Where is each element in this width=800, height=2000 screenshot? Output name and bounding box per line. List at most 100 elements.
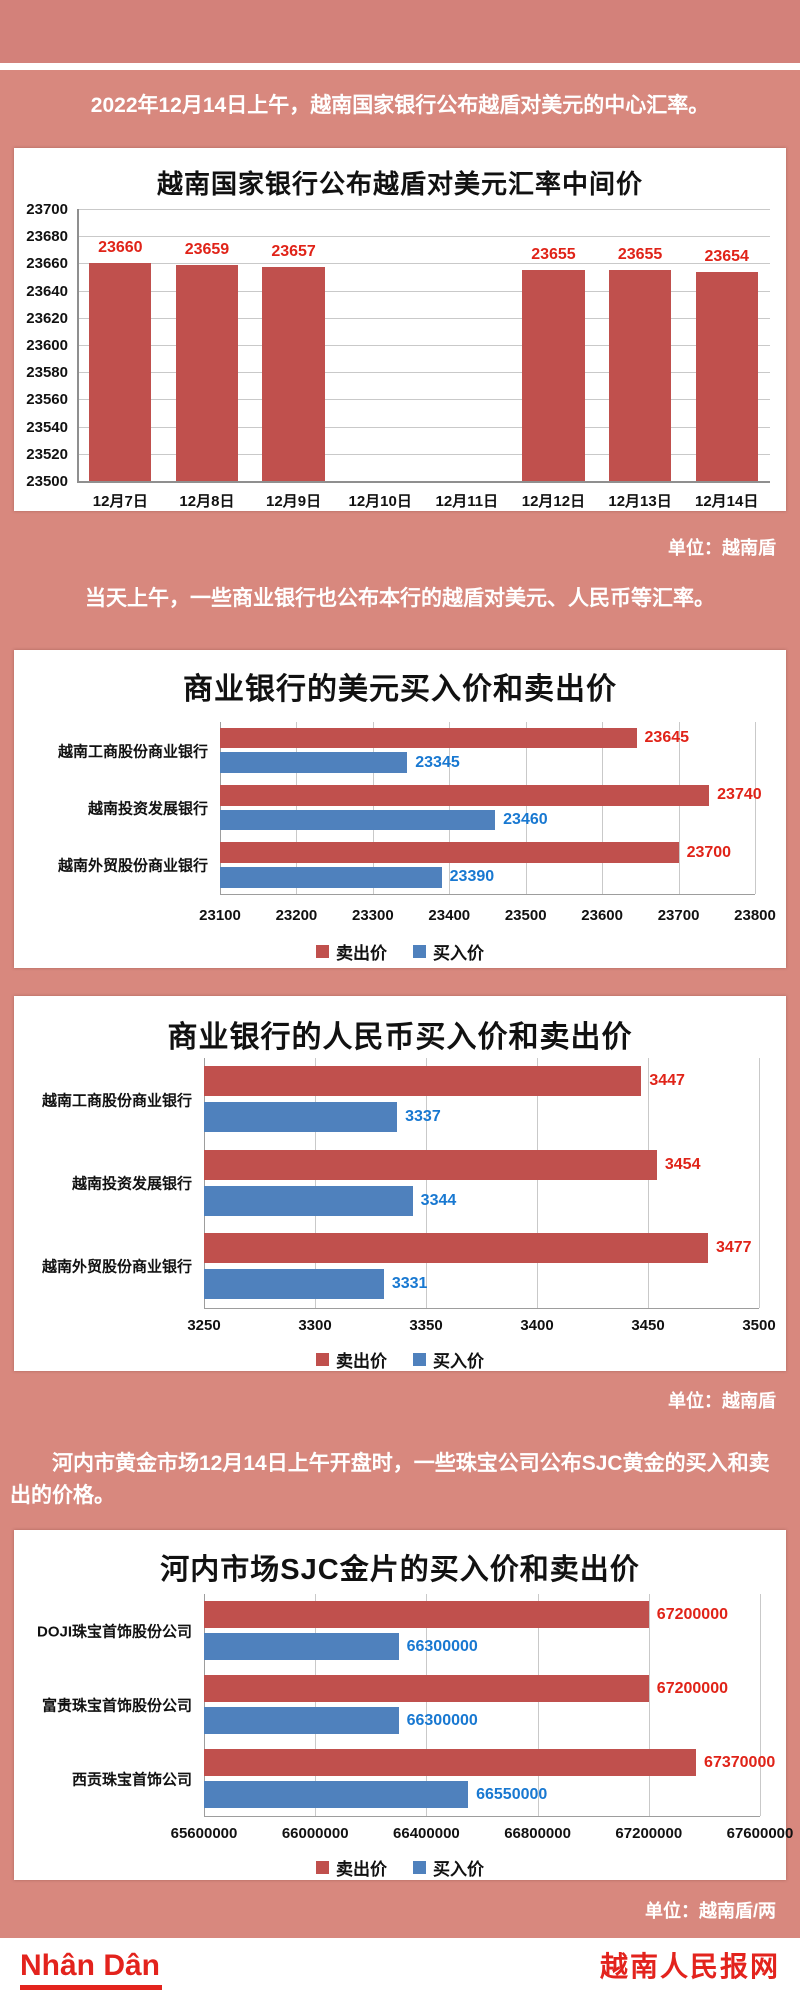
legend-swatch bbox=[316, 1353, 329, 1366]
gridline bbox=[204, 1594, 205, 1816]
category-label: 越南投资发展银行 bbox=[87, 800, 208, 818]
gridline bbox=[648, 1594, 650, 1816]
x-axis-line bbox=[220, 894, 755, 895]
category-label: DOJI珠宝首饰股份公司 bbox=[36, 1623, 192, 1641]
chart-panel-cny-rates: 商业银行的人民币买入价和卖出价 3250 3300 3350 3400 3450 3500… bbox=[14, 996, 786, 1371]
gridline bbox=[77, 263, 770, 265]
chart-title: 商业银行的人民币买入价和卖出价 bbox=[167, 1021, 633, 1054]
gridline bbox=[77, 209, 770, 210]
gridline bbox=[755, 722, 756, 894]
bar-value-label: 3447 bbox=[649, 1072, 685, 1090]
bar bbox=[522, 270, 585, 481]
bar bbox=[204, 1185, 413, 1216]
x-axis-tick-label: 23700 bbox=[657, 907, 700, 924]
x-axis-tick-label: 66000000 bbox=[281, 1825, 349, 1842]
gridline bbox=[77, 453, 770, 455]
y-axis-tick-label: 23640 bbox=[26, 282, 68, 300]
bar-value-label: 23659 bbox=[184, 240, 230, 258]
bar bbox=[220, 809, 496, 831]
bar bbox=[608, 270, 672, 481]
bar-value-label: 3337 bbox=[405, 1108, 441, 1126]
bar-value-label: 23740 bbox=[717, 786, 762, 804]
x-axis-tick-label: 3350 bbox=[409, 1317, 443, 1334]
bar bbox=[204, 1749, 697, 1777]
legend-item: 卖出价 bbox=[316, 1855, 387, 1880]
category-label: 越南工商股份商业银行 bbox=[41, 1092, 192, 1110]
legend-item: 卖出价 bbox=[316, 939, 387, 964]
x-axis-tick-label: 65600000 bbox=[170, 1825, 238, 1842]
x-axis-line bbox=[77, 481, 770, 483]
bar-value-label: 66300000 bbox=[406, 1637, 478, 1655]
x-axis-tick-label: 66800000 bbox=[504, 1825, 571, 1842]
gridline bbox=[220, 722, 221, 894]
x-axis-tick-label: 23300 bbox=[351, 907, 394, 924]
y-axis-tick-label: 23560 bbox=[26, 391, 68, 409]
category-label: 越南工商股份商业银行 bbox=[57, 743, 208, 761]
x-axis-tick-label: 66400000 bbox=[393, 1825, 460, 1842]
unit-label: 单位：越南盾/两 bbox=[644, 1901, 776, 1921]
y-axis-tick-label: 23700 bbox=[26, 201, 68, 218]
bar bbox=[175, 264, 239, 481]
legend: 卖出价 买入价 bbox=[14, 1855, 786, 1880]
bar bbox=[204, 1268, 384, 1299]
unit-label: 单位：越南盾 bbox=[668, 1391, 776, 1411]
bar bbox=[204, 1707, 399, 1734]
gridline bbox=[204, 1058, 205, 1308]
bar-value-label: 23700 bbox=[686, 843, 732, 861]
bar bbox=[204, 1601, 649, 1629]
legend-swatch bbox=[316, 1861, 329, 1874]
legend: 卖出价 买入价 bbox=[14, 939, 786, 964]
bar-value-label: 66550000 bbox=[476, 1785, 548, 1803]
x-axis-tick-label: 23100 bbox=[199, 907, 241, 924]
bar bbox=[204, 1066, 642, 1097]
bar-value-label: 23645 bbox=[644, 729, 690, 747]
bar-value-label: 3477 bbox=[715, 1239, 752, 1256]
gridline bbox=[537, 1594, 539, 1816]
legend-label: 买入价 bbox=[433, 1860, 484, 1879]
divider-line bbox=[0, 63, 800, 70]
x-axis-tick-label: 12月14日 bbox=[695, 493, 759, 510]
gridline bbox=[537, 1058, 538, 1308]
bar-value-label: 3454 bbox=[664, 1155, 701, 1173]
footer-bar: Nhân Dân 越南人民报网 bbox=[0, 1938, 800, 2000]
bar bbox=[262, 267, 325, 481]
legend: 卖出价 买入价 bbox=[14, 1347, 786, 1372]
chart-panel-usd-rates: 商业银行的美元买入价和卖出价 23100 23200 23300 23400 23500… bbox=[14, 650, 786, 968]
site-name: 越南人民报网 bbox=[599, 1951, 780, 1982]
gridline bbox=[296, 722, 298, 894]
chart-title: 商业银行的美元买入价和卖出价 bbox=[183, 673, 617, 706]
legend-item: 卖出价 bbox=[316, 1347, 387, 1372]
gridline bbox=[77, 372, 770, 374]
legend-item: 买入价 bbox=[413, 1347, 484, 1372]
bar bbox=[695, 271, 758, 481]
legend-swatch bbox=[316, 945, 329, 958]
category-label: 越南投资发展银行 bbox=[71, 1175, 192, 1193]
intro-paragraph-3: 河内市黄金市场12月14日上午开盘时，一些珠宝公司公布SJC黄金的买入和卖出的价… bbox=[10, 1452, 770, 1507]
gridline bbox=[525, 722, 527, 894]
legend-label: 买入价 bbox=[433, 1352, 484, 1371]
gridline bbox=[77, 399, 770, 401]
bar-value-label: 23390 bbox=[449, 868, 495, 886]
legend-label: 卖出价 bbox=[336, 1352, 387, 1371]
nhan-dan-logo: Nhân Dân bbox=[20, 1951, 163, 1990]
legend-swatch bbox=[413, 1353, 426, 1366]
gridline bbox=[426, 1058, 427, 1308]
unit-label: 单位：越南盾 bbox=[668, 538, 776, 558]
x-axis-tick-label: 3400 bbox=[520, 1317, 554, 1334]
gridline bbox=[678, 722, 680, 894]
chart-panel-gold-prices: 河内市场SJC金片的买入价和卖出价 65600000 66000000 664000… bbox=[14, 1530, 793, 1880]
x-axis-tick-label: 23200 bbox=[275, 907, 318, 924]
bar bbox=[204, 1781, 469, 1808]
x-axis-tick-label: 67600000 bbox=[726, 1825, 794, 1842]
y-axis-tick-label: 23680 bbox=[26, 228, 68, 246]
bar bbox=[220, 867, 442, 888]
gridline bbox=[77, 345, 770, 346]
bar-value-label: 23460 bbox=[503, 811, 548, 829]
bar-value-label: 67200000 bbox=[656, 1605, 728, 1623]
y-axis-tick-label: 23620 bbox=[26, 309, 68, 327]
x-axis-tick-label: 67200000 bbox=[615, 1825, 683, 1842]
x-axis-tick-label: 12月8日 bbox=[179, 493, 235, 510]
gridline bbox=[315, 1594, 317, 1816]
y-axis-tick-label: 23540 bbox=[26, 418, 68, 436]
legend-label: 买入价 bbox=[433, 944, 484, 963]
